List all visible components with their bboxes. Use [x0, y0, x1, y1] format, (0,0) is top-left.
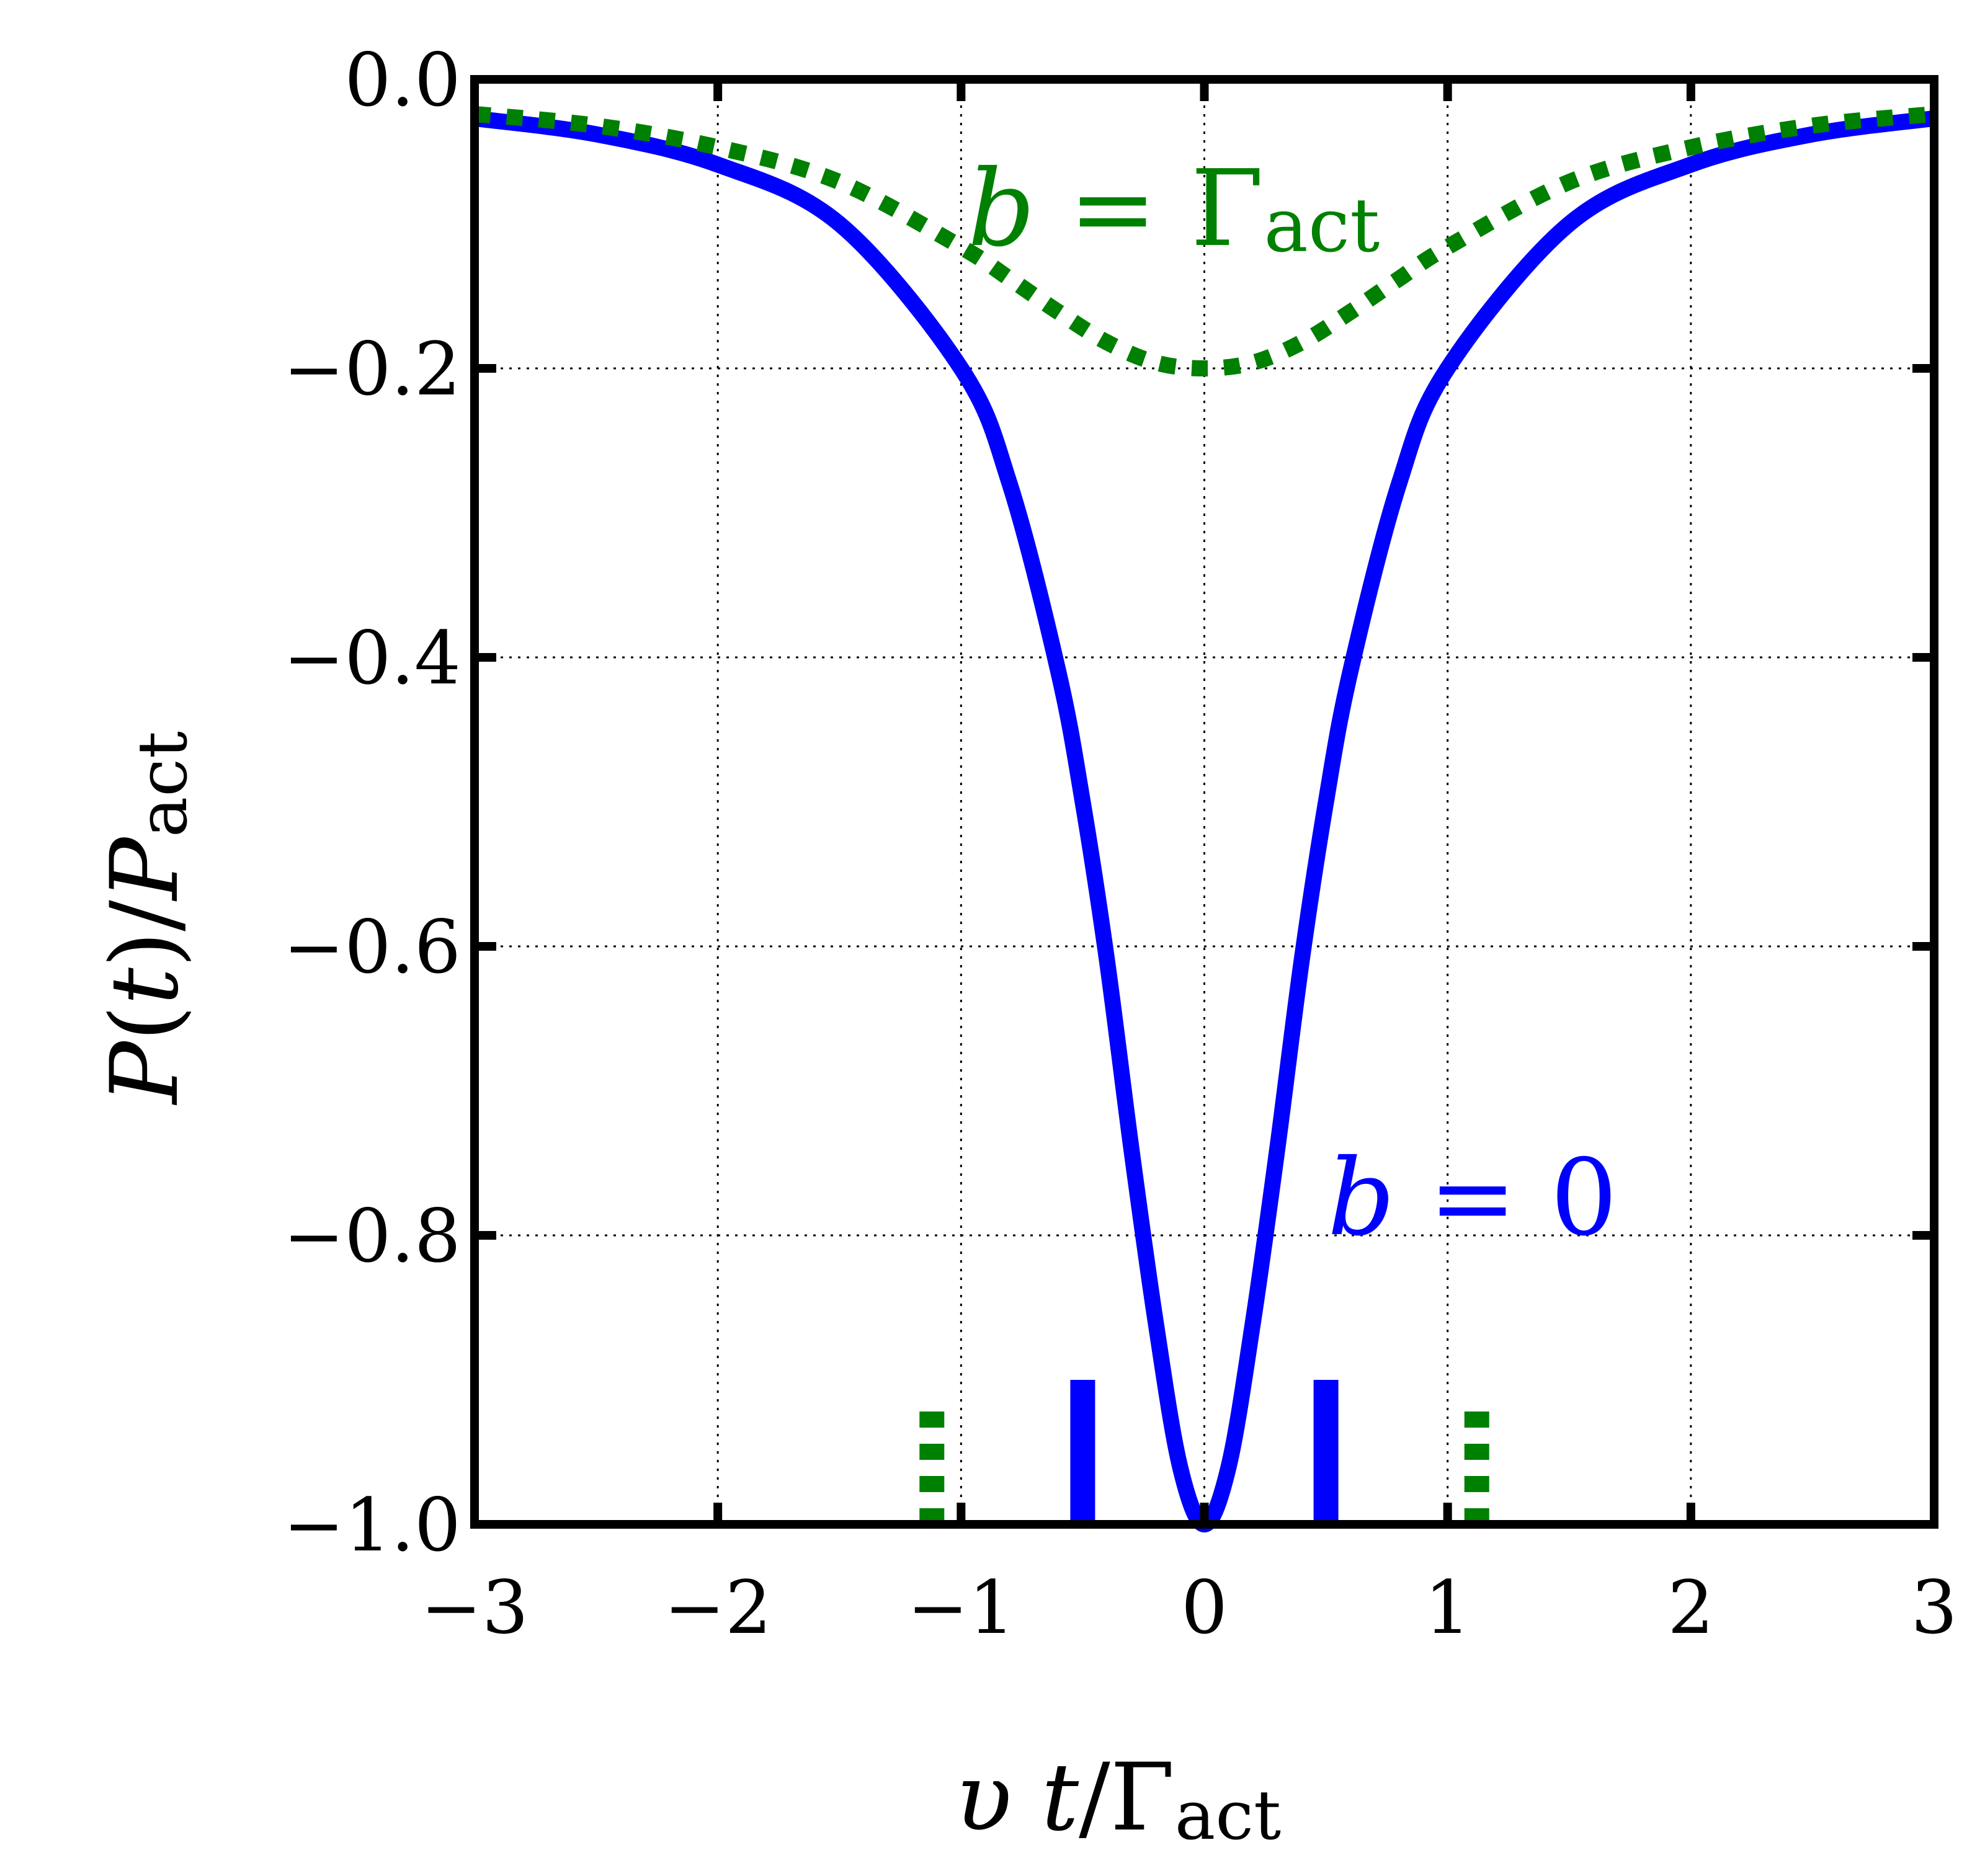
x-axis-label: υ t/Γact: [955, 1744, 1281, 1855]
x-tick-label: 0: [1181, 1565, 1228, 1650]
x-tick-label: −1: [907, 1565, 1015, 1650]
x-tick-labels: −3 −2 −1 0 1 2 3: [421, 1565, 1958, 1650]
x-tick-label: −3: [421, 1565, 529, 1650]
y-tick-label: −0.2: [283, 326, 461, 412]
ticks: [470, 75, 1938, 1529]
y-axis-label: P(t)/Pact: [91, 731, 202, 1106]
annotation-b-zero: b = 0: [1327, 1137, 1618, 1260]
x-tick-label: 2: [1667, 1565, 1714, 1650]
y-tick-label: −0.8: [283, 1193, 461, 1279]
y-tick-label: 0.0: [344, 37, 461, 123]
y-tick-label: −0.6: [283, 904, 461, 990]
x-tick-label: 1: [1424, 1565, 1471, 1650]
x-tick-label: 3: [1911, 1565, 1957, 1650]
annotation-b-gamma: b = Γact: [968, 148, 1380, 270]
y-tick-label: −0.4: [283, 615, 461, 701]
y-tick-labels: 0.0 −0.2 −0.4 −0.6 −0.8 −1.0: [283, 37, 461, 1568]
y-tick-label: −1.0: [283, 1482, 461, 1568]
grid: [473, 78, 1935, 1526]
x-tick-label: −2: [664, 1565, 772, 1650]
marker-layer: [919, 1380, 1489, 1524]
series-line-1: [473, 105, 1935, 376]
